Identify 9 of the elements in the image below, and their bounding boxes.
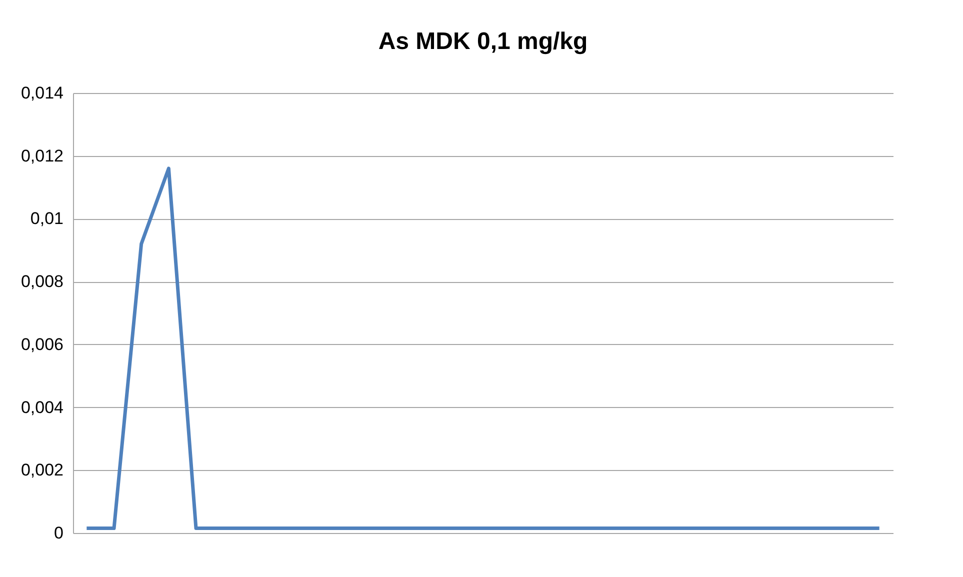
y-tick-label: 0,008 xyxy=(20,272,64,292)
y-tick-label: 0,006 xyxy=(20,334,64,354)
y-tick-label: 0 xyxy=(54,524,64,542)
y-tick-label: 0,01 xyxy=(30,209,64,228)
chart-title: As MDK 0,1 mg/kg xyxy=(378,28,588,55)
y-tick-label: 0,014 xyxy=(20,84,64,102)
y-tick-label: 0,004 xyxy=(20,398,64,417)
y-tick-label: 0,012 xyxy=(20,146,64,166)
y-tick-label: 0,002 xyxy=(20,460,64,480)
